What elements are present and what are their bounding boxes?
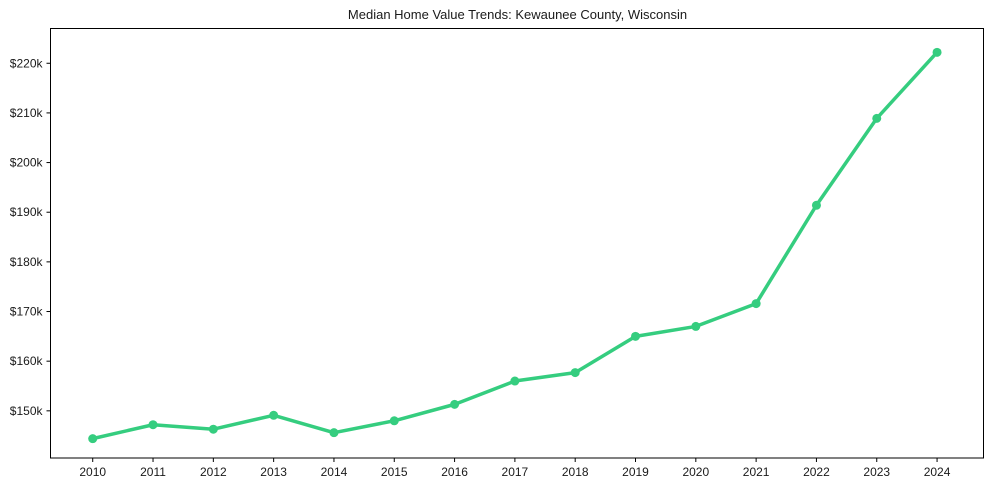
data-point-marker (811, 200, 821, 210)
data-point-marker (570, 368, 580, 378)
x-tick-label: 2023 (863, 465, 890, 479)
x-tick-label: 2019 (622, 465, 649, 479)
x-tick-label: 2016 (441, 465, 468, 479)
data-point-marker (148, 420, 158, 430)
data-point-marker (510, 376, 520, 386)
x-tick-label: 2013 (260, 465, 287, 479)
data-point-marker (691, 321, 701, 331)
x-tick-label: 2017 (502, 465, 529, 479)
data-point-marker (450, 399, 460, 409)
x-tick-label: 2024 (924, 465, 951, 479)
x-tick-label: 2020 (682, 465, 709, 479)
y-tick-label: $160k (10, 354, 44, 368)
x-tick-label: 2011 (140, 465, 166, 479)
data-point-marker (329, 428, 339, 438)
data-point-marker (872, 113, 882, 123)
data-point-marker (631, 331, 641, 341)
x-tick-label: 2018 (562, 465, 589, 479)
data-point-marker (389, 416, 399, 426)
data-point-marker (751, 299, 761, 309)
x-tick-label: 2022 (803, 465, 830, 479)
y-tick-label: $210k (10, 106, 44, 120)
y-tick-label: $220k (10, 56, 44, 70)
x-tick-label: 2010 (79, 465, 106, 479)
x-tick-label: 2012 (200, 465, 227, 479)
y-tick-label: $200k (10, 156, 44, 170)
y-tick-label: $150k (10, 404, 44, 418)
data-point-marker (88, 434, 98, 444)
data-point-marker (269, 410, 279, 420)
x-tick-label: 2021 (743, 465, 770, 479)
x-tick-label: 2014 (321, 465, 348, 479)
axes-spines (50, 28, 984, 459)
data-point-marker (932, 47, 942, 57)
y-tick-label: $190k (10, 205, 44, 219)
data-point-marker (208, 424, 218, 434)
chart-title: Median Home Value Trends: Kewaunee Count… (347, 7, 688, 22)
y-tick-label: $170k (10, 305, 44, 319)
x-tick-label: 2015 (381, 465, 408, 479)
y-tick-label: $180k (10, 255, 44, 269)
